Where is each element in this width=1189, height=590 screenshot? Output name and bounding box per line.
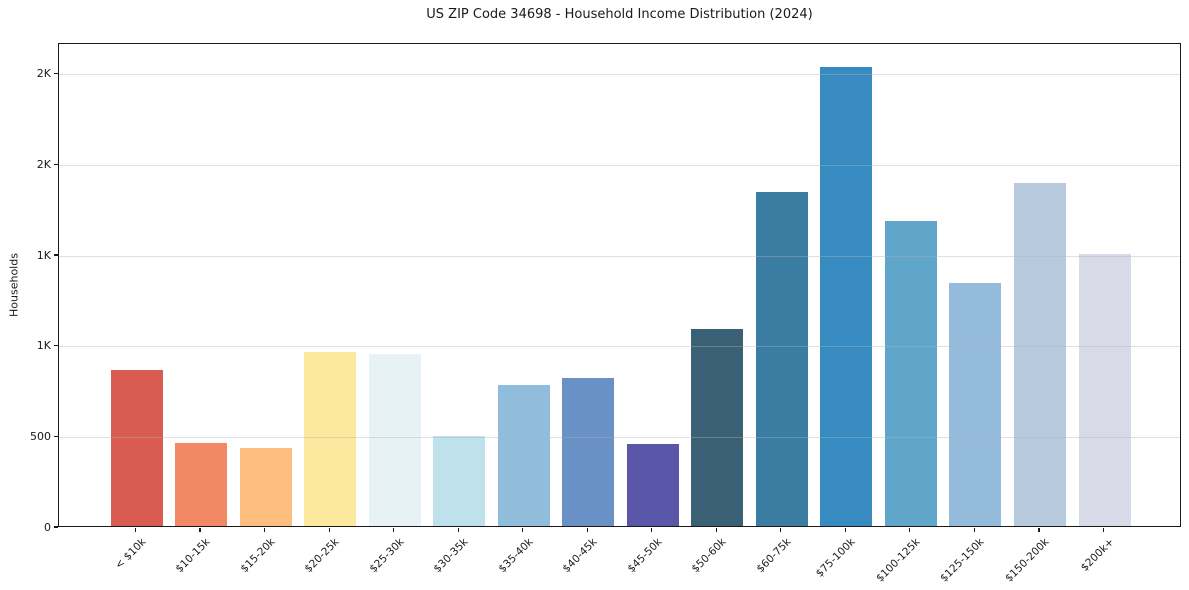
y-tick-label: 0 — [44, 520, 51, 534]
x-tick-mark — [586, 528, 588, 532]
y-axis-label: Households — [7, 253, 21, 317]
x-tick-mark — [263, 528, 266, 532]
x-tick-mark — [522, 528, 524, 532]
gridline-2000 — [59, 164, 1180, 166]
bar-125-150k — [949, 283, 1002, 526]
x-tick-mark — [199, 528, 201, 532]
y-tick-mark — [53, 435, 58, 437]
x-tick-mark — [1102, 528, 1105, 532]
bar-150-200k — [1013, 183, 1066, 526]
bar-35-40k — [497, 384, 550, 526]
x-tick-mark — [973, 528, 976, 532]
y-tick-label: 1K — [36, 339, 51, 353]
y-tick-label: 2K — [36, 157, 51, 171]
bar-45-50k — [626, 443, 679, 526]
plot-area — [58, 43, 1181, 527]
x-tick-mark — [393, 528, 395, 532]
bar-40-45k — [562, 378, 615, 526]
bar-10-15k — [175, 442, 228, 526]
x-tick-mark — [1038, 528, 1040, 532]
y-tick-label: 500 — [30, 429, 51, 443]
bar-15-20k — [239, 448, 292, 526]
bar-60-75k — [755, 191, 808, 526]
bar-50-60k — [691, 329, 744, 526]
gridline-1000 — [59, 346, 1180, 348]
bar-100-125k — [884, 220, 937, 526]
x-tick-mark — [457, 528, 459, 532]
bar-10k — [110, 370, 163, 526]
gridline-1500 — [59, 255, 1180, 257]
bar-30-35k — [433, 436, 486, 526]
y-tick-label: 2K — [36, 67, 51, 81]
gridline-2500 — [59, 74, 1180, 76]
y-tick-mark — [53, 73, 58, 75]
gridline-500 — [59, 436, 1180, 438]
y-tick-label: 1K — [36, 248, 51, 262]
y-tick-mark — [53, 254, 58, 256]
x-tick-label: < $10k — [112, 536, 148, 572]
x-tick-mark — [651, 528, 653, 532]
bar-75-100k — [820, 67, 873, 526]
bar-200k — [1078, 254, 1131, 526]
x-tick-mark — [909, 528, 911, 532]
bar-25-30k — [368, 353, 421, 526]
x-tick-mark — [328, 528, 330, 532]
y-tick-mark — [53, 526, 58, 528]
bar-20-25k — [304, 351, 357, 526]
x-tick-mark — [780, 528, 782, 532]
chart-title: US ZIP Code 34698 - Household Income Dis… — [426, 7, 813, 22]
y-tick-mark — [53, 345, 58, 347]
y-tick-mark — [53, 163, 58, 166]
x-tick-mark — [715, 528, 717, 532]
x-tick-mark — [134, 528, 137, 532]
x-tick-mark — [844, 528, 846, 532]
